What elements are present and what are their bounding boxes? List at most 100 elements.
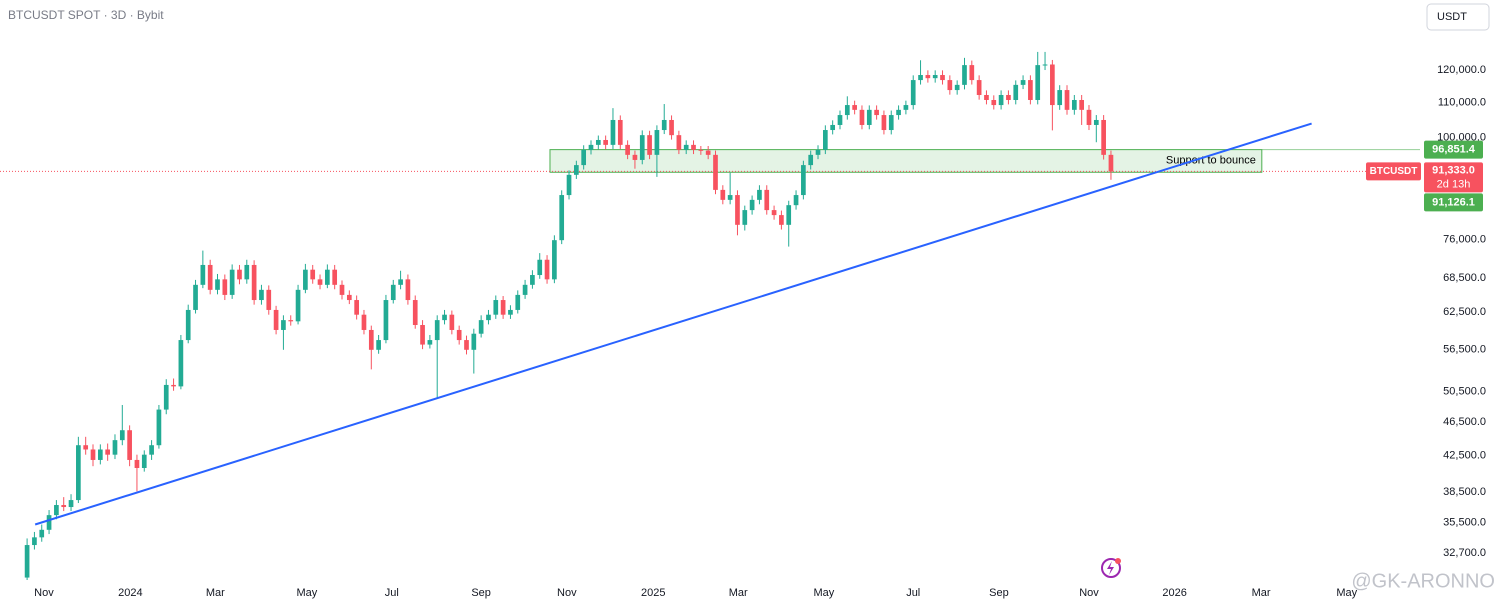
candle-body xyxy=(954,84,960,91)
candle-body xyxy=(815,149,821,155)
candle-body xyxy=(127,430,132,460)
candle-body xyxy=(713,154,718,190)
candle-body xyxy=(888,115,894,131)
candle-body xyxy=(112,440,118,455)
candle-body xyxy=(1035,65,1041,100)
candle-body xyxy=(449,314,455,330)
candle-body xyxy=(1020,80,1026,85)
x-tick-label: Mar xyxy=(206,587,225,599)
candle-body xyxy=(354,300,359,315)
x-tick-label: Mar xyxy=(1252,587,1271,599)
candle-body xyxy=(654,130,660,155)
candle-body xyxy=(368,329,374,350)
candle-body xyxy=(288,320,294,322)
candle-body xyxy=(244,264,250,280)
candle-body xyxy=(54,505,59,516)
x-tick-label: Sep xyxy=(989,587,1009,599)
zone-top-tag-label: 96,851.4 xyxy=(1432,144,1476,156)
candle-body xyxy=(801,165,806,196)
candle-body xyxy=(808,154,814,166)
candle-body xyxy=(215,279,220,290)
candle-body xyxy=(346,294,352,301)
candle-body xyxy=(185,309,191,341)
candle-body xyxy=(207,264,213,290)
candle-body xyxy=(522,284,528,295)
candle-body xyxy=(1057,90,1063,106)
candle-body xyxy=(742,210,748,225)
y-tick-label: 50,500.0 xyxy=(1443,385,1486,397)
candle-body xyxy=(339,284,345,295)
candle-body xyxy=(830,124,836,131)
candle-body xyxy=(90,449,96,460)
candle-body xyxy=(537,259,543,276)
y-tick-label: 62,500.0 xyxy=(1443,306,1486,318)
zone-label: Support to bounce xyxy=(1166,155,1256,167)
support-zone xyxy=(549,149,1263,173)
candle-body xyxy=(661,119,667,131)
candle-body xyxy=(720,189,726,200)
candle-body xyxy=(229,269,235,295)
candle-body xyxy=(464,340,469,350)
candle-body xyxy=(46,515,52,530)
candle-body xyxy=(141,454,147,468)
candle-body xyxy=(434,320,440,341)
candle-body xyxy=(383,300,389,341)
x-tick-label: Nov xyxy=(557,587,577,599)
candle-body xyxy=(779,215,784,225)
candle-body xyxy=(844,105,850,116)
candle-body xyxy=(822,130,828,150)
candle-body xyxy=(581,149,587,166)
y-tick-label: 32,700.0 xyxy=(1443,547,1486,559)
x-tick-label: Mar xyxy=(729,587,748,599)
candle-body xyxy=(295,289,301,322)
x-tick-label: May xyxy=(1336,587,1357,599)
currency-label[interactable]: USDT xyxy=(1437,11,1467,23)
candle-body xyxy=(918,75,923,81)
candle-body xyxy=(471,333,477,350)
candle-body xyxy=(932,75,938,79)
candle-body xyxy=(1064,90,1070,110)
candle-body xyxy=(361,314,367,330)
candle-body xyxy=(1013,84,1019,100)
currency-button[interactable] xyxy=(1426,3,1490,31)
candle-body xyxy=(852,105,857,110)
candle-body xyxy=(1086,109,1092,125)
chart-title: BTCUSDT SPOT · 3D · Bybit xyxy=(8,8,164,22)
candle-body xyxy=(193,284,198,310)
x-tick-label: May xyxy=(296,587,317,599)
candle-body xyxy=(456,329,462,341)
x-tick-label: 2026 xyxy=(1162,587,1186,599)
candle-body xyxy=(757,189,762,200)
candle-body xyxy=(910,80,916,106)
candle-body xyxy=(595,139,601,145)
y-tick-label: 110,000.0 xyxy=(1438,96,1486,108)
candle-body xyxy=(222,279,228,295)
candle-body xyxy=(317,279,323,285)
candle-body xyxy=(325,269,330,285)
y-tick-label: 42,500.0 xyxy=(1443,449,1486,461)
candle-body xyxy=(969,65,975,81)
x-tick-label: Jul xyxy=(385,587,399,599)
candle-body xyxy=(1071,99,1077,110)
candle-body xyxy=(39,529,45,538)
countdown-label: 2d 13h xyxy=(1437,178,1471,190)
candle-body xyxy=(947,80,953,91)
candle-body xyxy=(68,500,74,508)
candle-body xyxy=(530,275,535,285)
candle-body xyxy=(405,279,411,301)
candle-body xyxy=(1042,64,1048,66)
x-tick-label: 2025 xyxy=(641,587,665,599)
candle-body xyxy=(793,195,799,206)
candle-body xyxy=(896,109,901,116)
candle-body xyxy=(1108,154,1114,172)
candle-body xyxy=(478,320,484,334)
candle-body xyxy=(991,99,997,106)
candle-body xyxy=(874,109,879,116)
candle-body xyxy=(727,195,733,200)
candle-body xyxy=(625,144,630,155)
bolt-icon[interactable] xyxy=(1101,558,1121,578)
candle-body xyxy=(500,300,506,315)
x-tick-label: Jul xyxy=(906,587,920,599)
candle-body xyxy=(566,174,572,196)
